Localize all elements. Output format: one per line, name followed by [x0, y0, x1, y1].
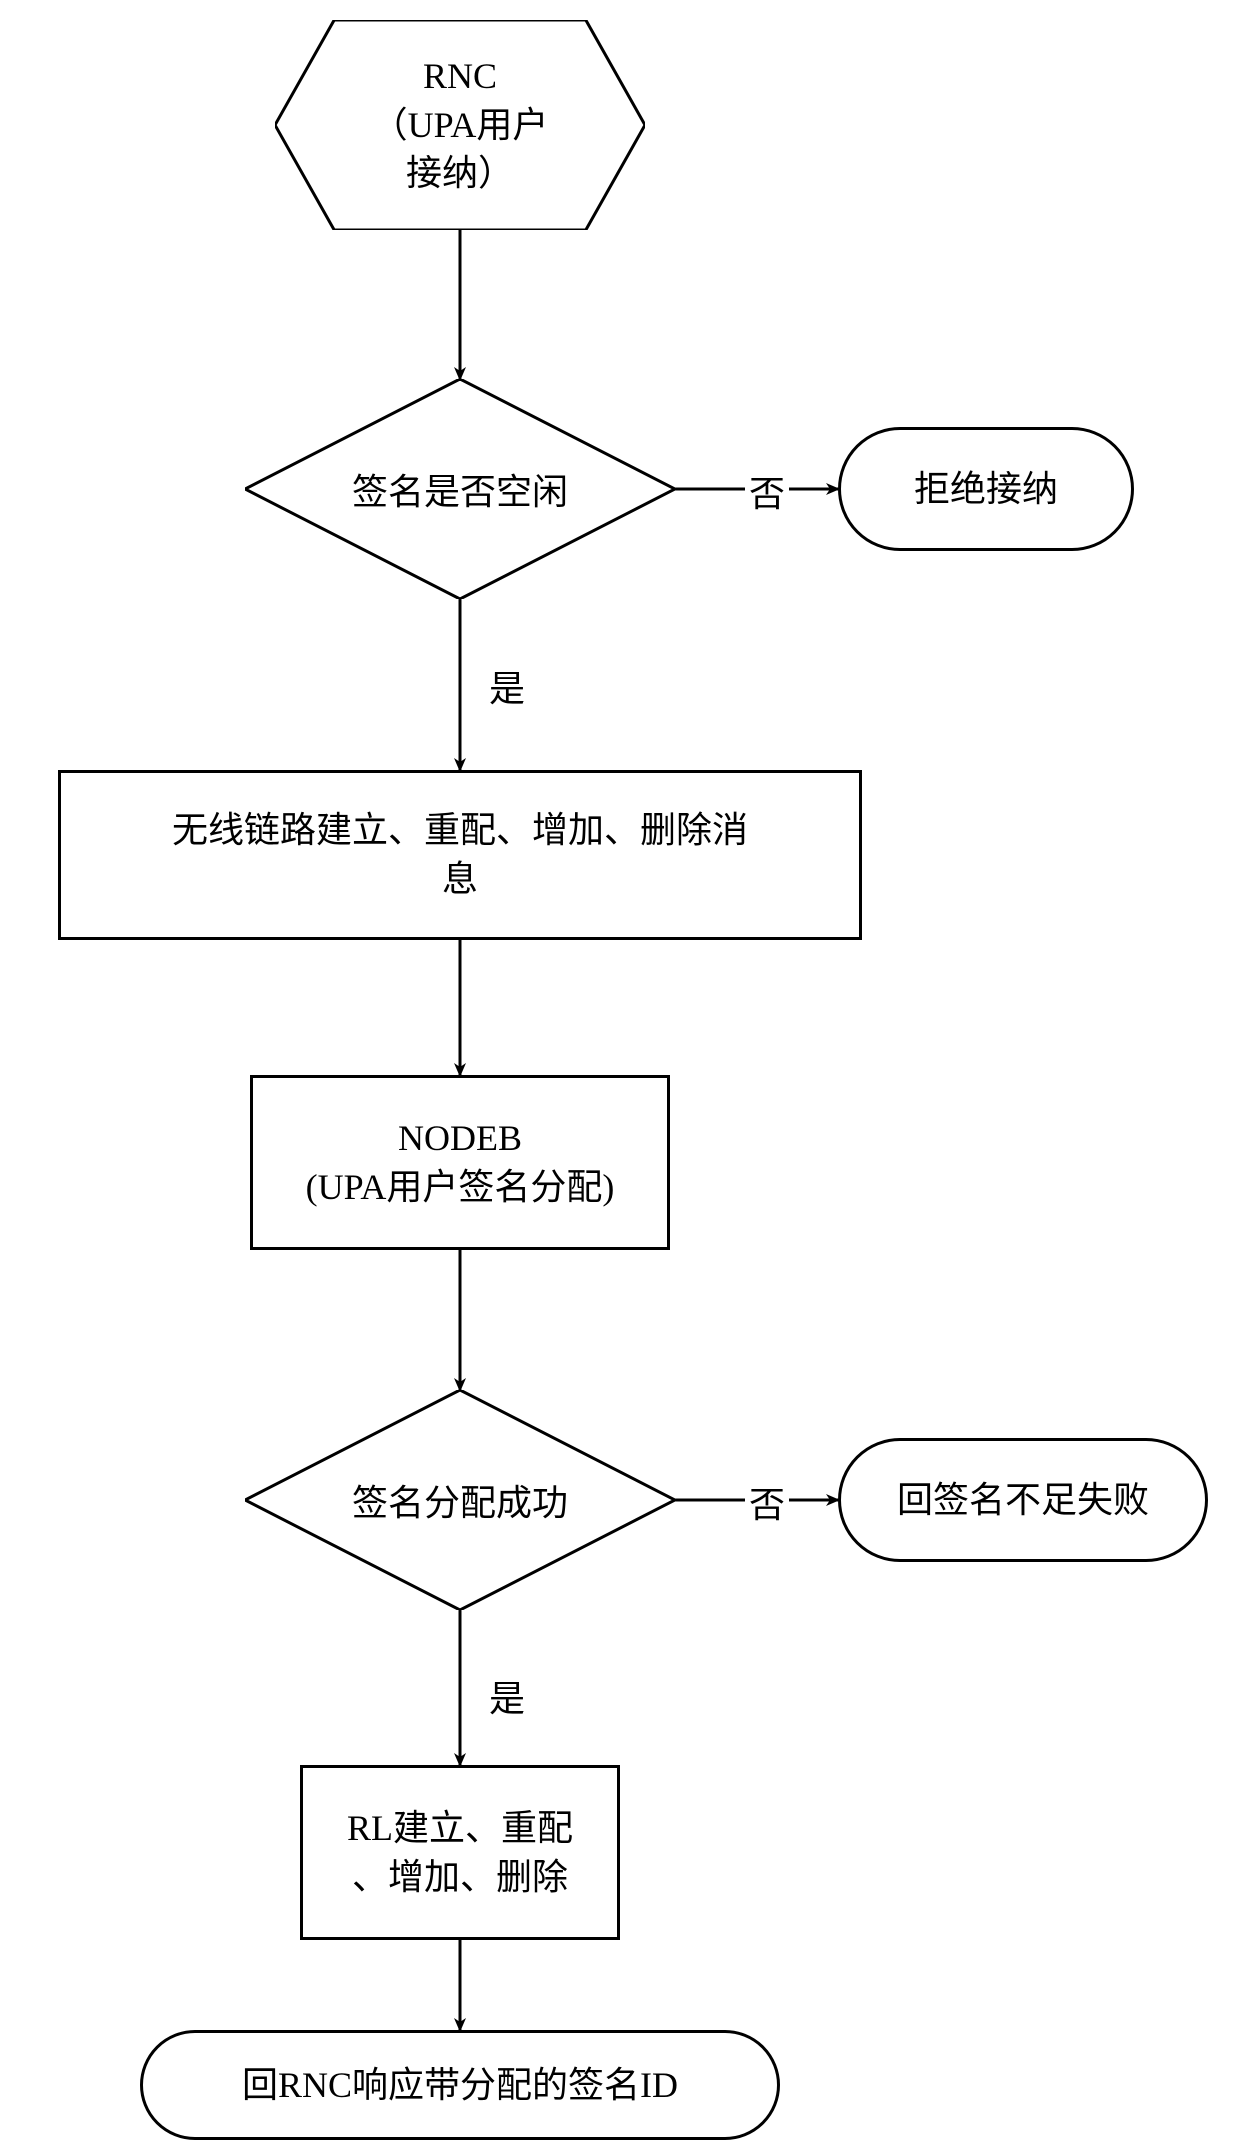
rnc-line2: （UPA用户: [372, 101, 549, 150]
rnc-line3: 接纳）: [406, 149, 514, 198]
terminal-reject-label: 拒绝接纳: [914, 465, 1058, 514]
decision-signature-idle-label: 签名是否空闲: [352, 463, 568, 515]
terminal-reject: 拒绝接纳: [838, 427, 1134, 551]
nodeb-line1: NODEB: [398, 1114, 522, 1163]
edge-label-no-2: 否: [745, 1476, 789, 1528]
decision-alloc-success-label: 签名分配成功: [352, 1474, 568, 1526]
node-rnc: RNC （UPA用户 接纳）: [275, 20, 645, 230]
decision-signature-idle: 签名是否空闲: [245, 379, 675, 599]
decision-alloc-success: 签名分配成功: [245, 1390, 675, 1610]
rnc-line1: RNC: [423, 52, 497, 101]
terminal-response: 回RNC响应带分配的签名ID: [140, 2030, 780, 2140]
rl-line1: RL建立、重配: [347, 1804, 573, 1853]
edge-label-yes-1: 是: [485, 660, 529, 712]
terminal-fail-label: 回签名不足失败: [897, 1476, 1149, 1525]
edge-label-yes-2: 是: [485, 1670, 529, 1722]
radiolink-line2: 息: [442, 855, 478, 904]
process-rl: RL建立、重配 、增加、删除: [300, 1765, 620, 1940]
rl-line2: 、增加、删除: [352, 1853, 568, 1902]
terminal-sig-insufficient: 回签名不足失败: [838, 1438, 1208, 1562]
nodeb-line2: (UPA用户签名分配): [306, 1163, 615, 1212]
edge-label-no-1: 否: [745, 465, 789, 517]
radiolink-line1: 无线链路建立、重配、增加、删除消: [172, 806, 748, 855]
terminal-response-label: 回RNC响应带分配的签名ID: [242, 2061, 678, 2110]
process-radiolink-msg: 无线链路建立、重配、增加、删除消 息: [58, 770, 862, 940]
process-nodeb: NODEB (UPA用户签名分配): [250, 1075, 670, 1250]
